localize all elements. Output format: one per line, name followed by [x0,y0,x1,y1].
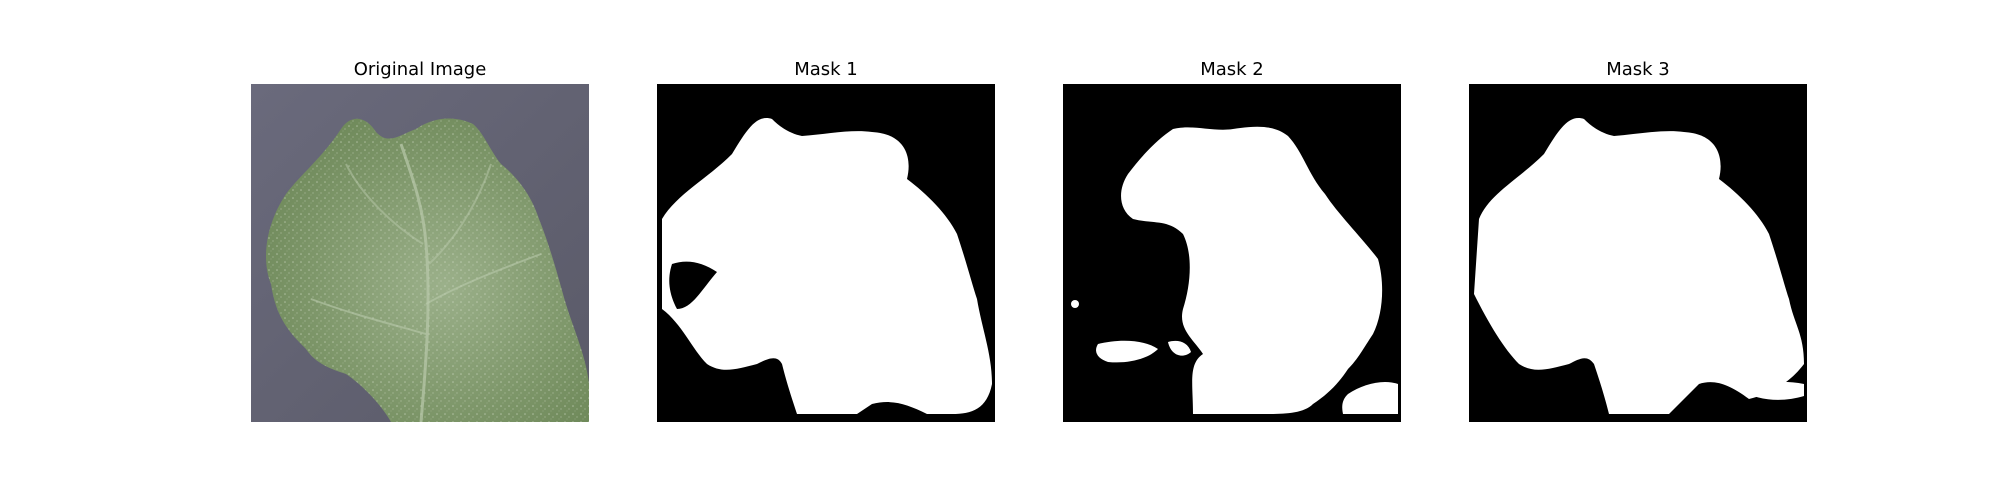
mask-1-image [657,84,995,422]
panel-title-mask-3: Mask 3 [1606,59,1670,80]
original-leaf-image [251,84,589,422]
panel-title-original: Original Image [353,59,487,80]
mask-2-image [1063,84,1401,422]
mask-1-panel [657,84,995,422]
mask-3-foreground [1474,118,1804,414]
original-image-panel [251,84,589,422]
panel-title-mask-2: Mask 2 [1200,59,1264,80]
mask-2-foreground [1121,126,1383,414]
mask-3-image [1469,84,1807,422]
mask-2-panel [1063,84,1401,422]
mask-3-panel [1469,84,1807,422]
mask-1-foreground [662,118,992,414]
panel-title-mask-1: Mask 1 [794,59,858,80]
